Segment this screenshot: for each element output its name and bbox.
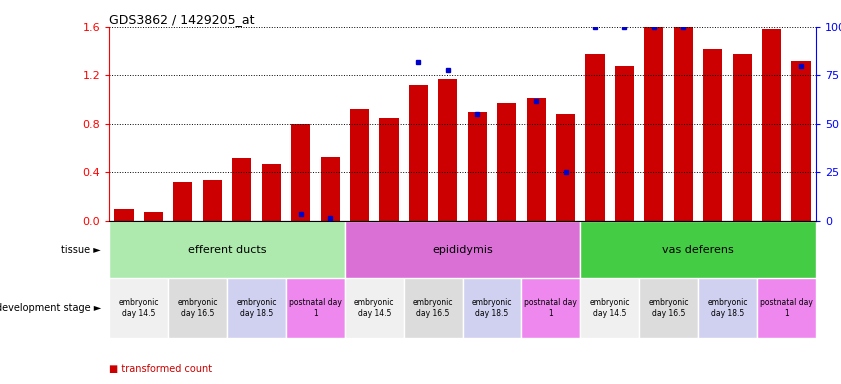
Bar	[791, 61, 811, 221]
Bar	[615, 66, 634, 221]
Text: ■ transformed count: ■ transformed count	[109, 364, 213, 374]
Bar	[345, 221, 580, 278]
Bar	[698, 278, 757, 338]
Bar	[556, 114, 575, 221]
Text: GDS3862 / 1429205_at: GDS3862 / 1429205_at	[109, 13, 255, 26]
Bar	[144, 212, 163, 221]
Text: embryonic
day 18.5: embryonic day 18.5	[707, 298, 748, 318]
Bar	[639, 278, 698, 338]
Bar	[674, 27, 693, 221]
Bar	[227, 278, 286, 338]
Bar	[286, 278, 345, 338]
Bar	[109, 221, 345, 278]
Bar	[762, 29, 781, 221]
Text: embryonic
day 18.5: embryonic day 18.5	[236, 298, 277, 318]
Bar	[409, 85, 428, 221]
Bar	[703, 49, 722, 221]
Text: epididymis: epididymis	[432, 245, 493, 255]
Bar	[291, 124, 310, 221]
Bar	[733, 53, 752, 221]
Bar	[580, 278, 639, 338]
Bar	[521, 278, 580, 338]
Bar	[404, 278, 463, 338]
Text: embryonic
day 16.5: embryonic day 16.5	[648, 298, 689, 318]
Text: embryonic
day 14.5: embryonic day 14.5	[354, 298, 394, 318]
Bar	[109, 278, 168, 338]
Bar	[757, 278, 816, 338]
Bar	[350, 109, 369, 221]
Bar	[438, 79, 458, 221]
Text: development stage ►: development stage ►	[0, 303, 101, 313]
Bar	[345, 278, 404, 338]
Bar	[379, 118, 399, 221]
Text: embryonic
day 14.5: embryonic day 14.5	[119, 298, 159, 318]
Bar	[262, 164, 281, 221]
Text: embryonic
day 14.5: embryonic day 14.5	[590, 298, 630, 318]
Bar	[320, 157, 340, 221]
Text: tissue ►: tissue ►	[61, 245, 101, 255]
Bar	[526, 98, 546, 221]
Text: efferent ducts: efferent ducts	[188, 245, 267, 255]
Text: embryonic
day 18.5: embryonic day 18.5	[472, 298, 512, 318]
Bar	[585, 53, 605, 221]
Text: embryonic
day 16.5: embryonic day 16.5	[177, 298, 218, 318]
Bar	[232, 158, 251, 221]
Text: postnatal day
1: postnatal day 1	[760, 298, 812, 318]
Text: embryonic
day 16.5: embryonic day 16.5	[413, 298, 453, 318]
Bar	[580, 221, 816, 278]
Bar	[173, 182, 193, 221]
Bar	[168, 278, 227, 338]
Bar	[497, 103, 516, 221]
Bar	[114, 209, 134, 221]
Text: postnatal day
1: postnatal day 1	[525, 298, 577, 318]
Bar	[644, 27, 664, 221]
Text: vas deferens: vas deferens	[662, 245, 734, 255]
Text: postnatal day
1: postnatal day 1	[289, 298, 341, 318]
Bar	[468, 112, 487, 221]
Bar	[463, 278, 521, 338]
Bar	[203, 180, 222, 221]
